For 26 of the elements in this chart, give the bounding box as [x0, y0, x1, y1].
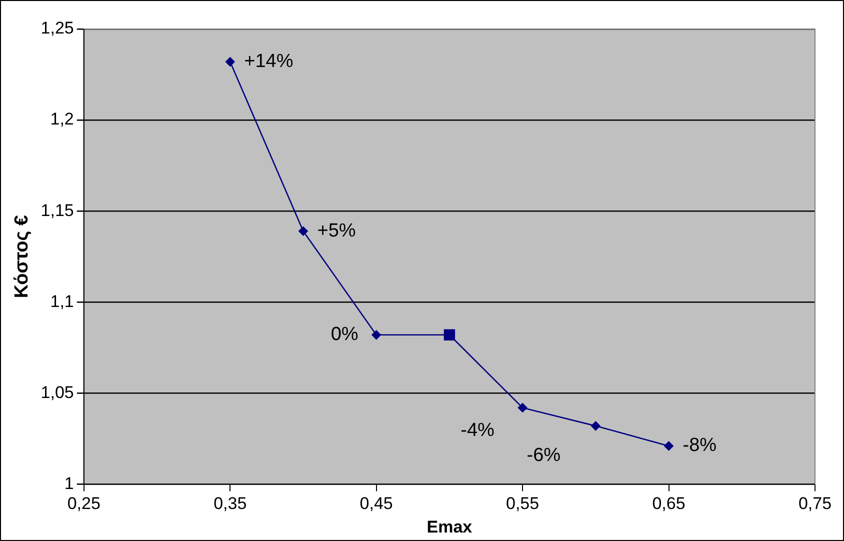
point — [225, 57, 235, 66]
x-tick-label: 0,75 — [798, 494, 832, 514]
x-tick-label: 0,65 — [652, 494, 686, 514]
y-axis-title: Κόστος € — [12, 214, 33, 298]
x-axis-title: Emax — [426, 517, 473, 536]
annotation: -6% — [526, 445, 561, 466]
x-tick-label: 0,45 — [360, 494, 393, 514]
annotation: +5% — [317, 220, 356, 242]
annotation: 0% — [330, 324, 358, 346]
point — [518, 403, 528, 412]
x-tick-label: 0,25 — [67, 494, 100, 514]
y-tick-label: 1,05 — [40, 382, 74, 402]
y-tick-label: 1,25 — [40, 18, 74, 38]
x-tick-label: 0,55 — [506, 494, 540, 514]
point — [298, 226, 308, 236]
annotation: -8% — [682, 435, 717, 456]
y-tick-label: 1,15 — [40, 200, 74, 220]
annotation: -4% — [460, 420, 495, 441]
x-tick-label: 0,35 — [214, 494, 247, 514]
point — [591, 421, 600, 431]
y-tick-label: 1,2 — [50, 110, 74, 129]
y-tick-label: 1,1 — [50, 292, 74, 311]
point — [664, 441, 674, 451]
y-tick-label: 1 — [64, 474, 74, 493]
point — [372, 330, 381, 340]
annotation: +14% — [244, 51, 294, 72]
